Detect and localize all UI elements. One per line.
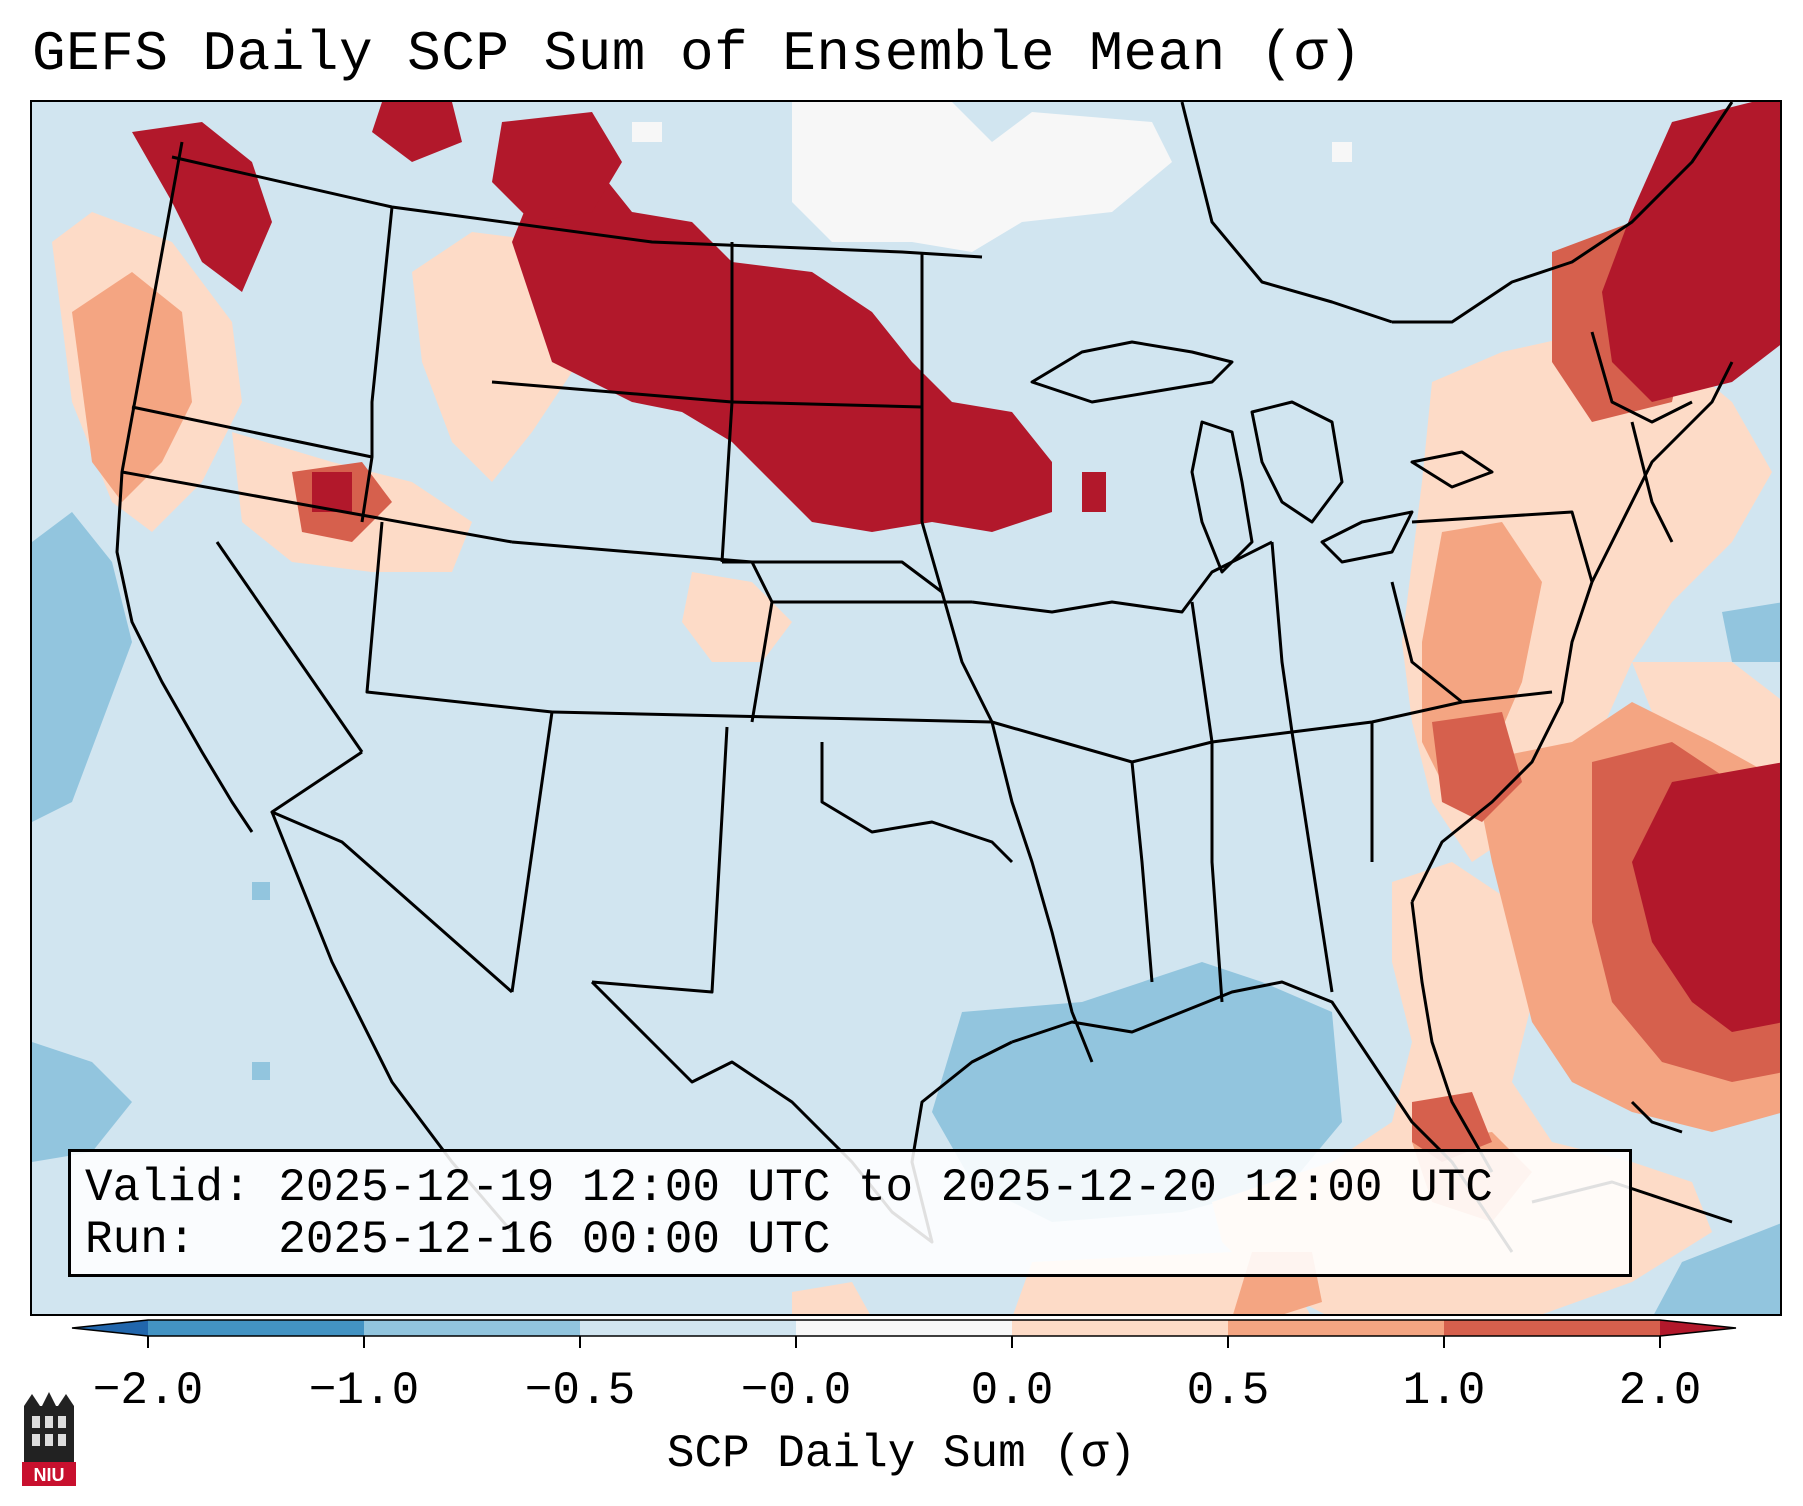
colorbar-segment — [1228, 1320, 1444, 1336]
run-label: Run: — [85, 1214, 196, 1266]
colorbar-tick-label: −0.5 — [524, 1365, 636, 1417]
colorbar-tick-label: −1.0 — [308, 1365, 420, 1417]
colorbar-tick-marks — [147, 1336, 1661, 1348]
colorbar-segment — [580, 1320, 796, 1336]
colorbar — [71, 1319, 1737, 1348]
colorbar-tick-label: 1.0 — [1402, 1365, 1486, 1417]
valid-run-info-box: Valid: 2025-12-19 12:00 UTC to 2025-12-2… — [68, 1149, 1632, 1277]
colorbar-extension-low — [72, 1320, 148, 1336]
map-svg — [32, 102, 1780, 1314]
colorbar-tick-label: 0.5 — [1186, 1365, 1270, 1417]
colorbar-segment — [148, 1320, 364, 1336]
colorbar-segment — [796, 1320, 1012, 1336]
extreme-positive-region — [132, 102, 1780, 1032]
colorbar-segment — [1012, 1320, 1228, 1336]
neutral-region — [632, 102, 1352, 252]
colorbar-tick-label: 2.0 — [1618, 1365, 1702, 1417]
map-panel — [30, 100, 1782, 1316]
valid-label: Valid: — [85, 1162, 251, 1214]
niu-logo-icon: NIU — [22, 1392, 76, 1486]
colorbar-segment — [364, 1320, 580, 1336]
chart-title: GEFS Daily SCP Sum of Ensemble Mean (σ) — [32, 22, 1363, 86]
valid-value: 2025-12-19 12:00 UTC to 2025-12-20 12:00… — [278, 1162, 1493, 1214]
colorbar-extension-high — [1660, 1320, 1736, 1336]
colorbar-tick-label: −2.0 — [92, 1365, 204, 1417]
run-value: 2025-12-16 00:00 UTC — [278, 1214, 831, 1266]
svg-text:NIU: NIU — [34, 1465, 65, 1485]
colorbar-label: SCP Daily Sum (σ) — [666, 1428, 1137, 1480]
colorbar-tick-label: 0.0 — [970, 1365, 1054, 1417]
colorbar-tick-label: −0.0 — [740, 1365, 852, 1417]
colorbar-segment — [1444, 1320, 1660, 1336]
